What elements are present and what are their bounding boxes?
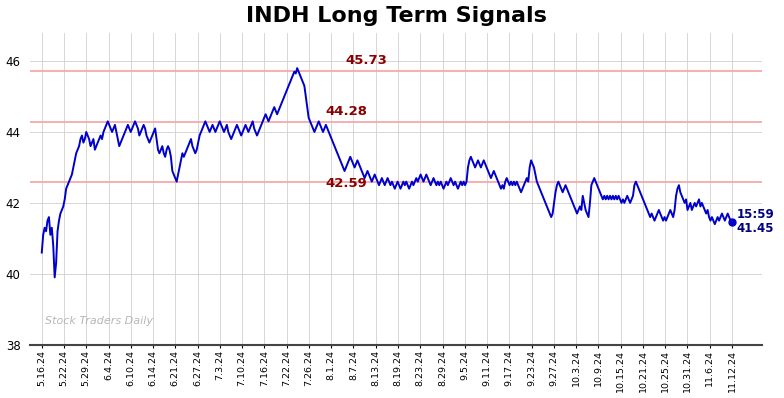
Text: 45.73: 45.73 bbox=[346, 54, 388, 67]
Text: 42.59: 42.59 bbox=[325, 177, 367, 190]
Text: Stock Traders Daily: Stock Traders Daily bbox=[45, 316, 153, 326]
Text: 15:59: 15:59 bbox=[736, 208, 774, 221]
Text: 44.28: 44.28 bbox=[325, 105, 367, 119]
Title: INDH Long Term Signals: INDH Long Term Signals bbox=[245, 6, 546, 25]
Text: 41.45: 41.45 bbox=[736, 222, 774, 235]
